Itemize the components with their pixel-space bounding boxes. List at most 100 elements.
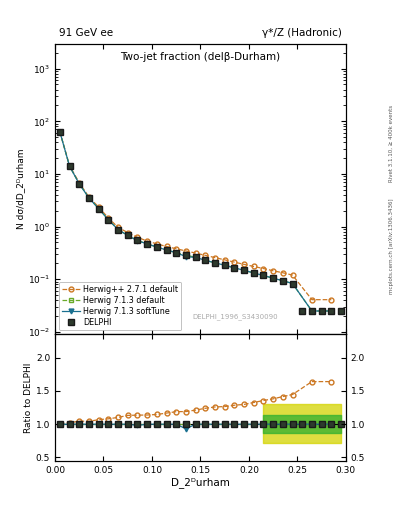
DELPHI bbox=[339, 308, 343, 314]
Herwig++ 2.7.1 default bbox=[242, 261, 246, 267]
DELPHI bbox=[174, 250, 178, 256]
DELPHI bbox=[116, 226, 120, 232]
Herwig 7.1.3 default bbox=[281, 278, 285, 284]
DELPHI bbox=[300, 308, 305, 314]
Herwig 7.1.3 default bbox=[67, 163, 72, 169]
Herwig 7.1.3 softTune bbox=[184, 253, 188, 260]
Text: 91 GeV ee: 91 GeV ee bbox=[59, 28, 113, 38]
DELPHI bbox=[77, 181, 82, 187]
Herwig 7.1.3 softTune bbox=[271, 275, 275, 281]
DELPHI bbox=[222, 262, 227, 268]
Y-axis label: N dσ/dD_2ᴰurham: N dσ/dD_2ᴰurham bbox=[16, 148, 25, 229]
Herwig 7.1.3 softTune bbox=[222, 262, 227, 268]
Herwig 7.1.3 default bbox=[164, 247, 169, 253]
DELPHI bbox=[329, 308, 334, 314]
Herwig 7.1.3 default bbox=[261, 272, 266, 279]
DELPHI bbox=[164, 247, 169, 253]
Herwig++ 2.7.1 default bbox=[96, 204, 101, 210]
Herwig 7.1.3 softTune bbox=[232, 265, 237, 271]
Y-axis label: Ratio to DELPHI: Ratio to DELPHI bbox=[24, 362, 33, 433]
Herwig++ 2.7.1 default bbox=[271, 268, 275, 274]
Herwig 7.1.3 softTune bbox=[154, 244, 159, 250]
Herwig 7.1.3 softTune bbox=[310, 308, 314, 314]
Herwig 7.1.3 default bbox=[174, 250, 178, 256]
DELPHI bbox=[290, 281, 295, 287]
Herwig 7.1.3 default bbox=[232, 265, 237, 271]
Herwig++ 2.7.1 default bbox=[203, 252, 208, 259]
Herwig++ 2.7.1 default bbox=[135, 234, 140, 241]
DELPHI bbox=[281, 278, 285, 284]
DELPHI bbox=[319, 308, 324, 314]
Herwig 7.1.3 default bbox=[154, 244, 159, 250]
Herwig 7.1.3 softTune bbox=[329, 308, 334, 314]
Herwig 7.1.3 softTune bbox=[164, 247, 169, 253]
DELPHI bbox=[67, 163, 72, 169]
Herwig++ 2.7.1 default bbox=[184, 248, 188, 254]
Herwig 7.1.3 default bbox=[106, 217, 111, 223]
Herwig++ 2.7.1 default bbox=[222, 257, 227, 263]
Herwig 7.1.3 default bbox=[213, 260, 217, 266]
DELPHI bbox=[261, 272, 266, 279]
Herwig 7.1.3 softTune bbox=[261, 272, 266, 279]
Herwig++ 2.7.1 default bbox=[116, 224, 120, 230]
DELPHI bbox=[106, 217, 111, 223]
Herwig 7.1.3 softTune bbox=[86, 195, 91, 201]
DELPHI bbox=[252, 270, 256, 276]
Herwig 7.1.3 softTune bbox=[290, 281, 295, 287]
Herwig 7.1.3 default bbox=[125, 232, 130, 239]
Herwig 7.1.3 default bbox=[135, 237, 140, 243]
DELPHI bbox=[57, 129, 62, 135]
DELPHI bbox=[86, 195, 91, 201]
Herwig++ 2.7.1 default bbox=[281, 270, 285, 276]
DELPHI bbox=[271, 275, 275, 281]
Herwig 7.1.3 softTune bbox=[174, 250, 178, 256]
Herwig 7.1.3 softTune bbox=[116, 226, 120, 232]
Herwig++ 2.7.1 default bbox=[164, 243, 169, 249]
Herwig++ 2.7.1 default bbox=[174, 246, 178, 252]
Herwig 7.1.3 default bbox=[310, 308, 314, 314]
Text: mcplots.cern.ch [arXiv:1306.3436]: mcplots.cern.ch [arXiv:1306.3436] bbox=[389, 198, 393, 293]
DELPHI bbox=[310, 308, 314, 314]
Herwig 7.1.3 softTune bbox=[145, 241, 149, 247]
Herwig 7.1.3 softTune bbox=[77, 181, 82, 187]
X-axis label: D_2ᴰurham: D_2ᴰurham bbox=[171, 477, 230, 488]
Herwig++ 2.7.1 default bbox=[106, 215, 111, 221]
Herwig 7.1.3 default bbox=[57, 129, 62, 135]
DELPHI bbox=[203, 257, 208, 263]
Text: Rivet 3.1.10, ≥ 400k events: Rivet 3.1.10, ≥ 400k events bbox=[389, 105, 393, 182]
Line: Herwig 7.1.3 default: Herwig 7.1.3 default bbox=[57, 130, 334, 313]
Herwig 7.1.3 softTune bbox=[125, 232, 130, 239]
Herwig++ 2.7.1 default bbox=[261, 265, 266, 271]
DELPHI bbox=[96, 205, 101, 211]
Herwig++ 2.7.1 default bbox=[125, 229, 130, 236]
Line: Herwig 7.1.3 softTune: Herwig 7.1.3 softTune bbox=[57, 130, 334, 313]
Herwig 7.1.3 softTune bbox=[193, 254, 198, 261]
Herwig++ 2.7.1 default bbox=[145, 238, 149, 244]
Herwig++ 2.7.1 default bbox=[252, 263, 256, 269]
DELPHI bbox=[213, 260, 217, 266]
Text: γ*/Z (Hadronic): γ*/Z (Hadronic) bbox=[262, 28, 342, 38]
Herwig++ 2.7.1 default bbox=[86, 194, 91, 200]
Herwig 7.1.3 softTune bbox=[106, 217, 111, 223]
Herwig 7.1.3 softTune bbox=[213, 260, 217, 266]
Herwig 7.1.3 default bbox=[271, 275, 275, 281]
Herwig 7.1.3 default bbox=[222, 262, 227, 268]
Herwig 7.1.3 default bbox=[252, 270, 256, 276]
Herwig 7.1.3 default bbox=[116, 226, 120, 232]
Line: DELPHI: DELPHI bbox=[57, 129, 344, 314]
DELPHI bbox=[242, 267, 246, 273]
Herwig 7.1.3 softTune bbox=[242, 267, 246, 273]
Herwig 7.1.3 softTune bbox=[135, 238, 140, 244]
Herwig 7.1.3 default bbox=[96, 205, 101, 211]
Herwig 7.1.3 softTune bbox=[252, 270, 256, 276]
DELPHI bbox=[135, 237, 140, 243]
Herwig 7.1.3 default bbox=[242, 267, 246, 273]
Text: DELPHI_1996_S3430090: DELPHI_1996_S3430090 bbox=[193, 313, 278, 320]
Herwig++ 2.7.1 default bbox=[67, 163, 72, 169]
DELPHI bbox=[154, 244, 159, 250]
Herwig++ 2.7.1 default bbox=[193, 250, 198, 256]
Herwig++ 2.7.1 default bbox=[77, 180, 82, 186]
Line: Herwig++ 2.7.1 default: Herwig++ 2.7.1 default bbox=[57, 129, 334, 302]
DELPHI bbox=[232, 265, 237, 271]
Herwig 7.1.3 default bbox=[145, 241, 149, 247]
